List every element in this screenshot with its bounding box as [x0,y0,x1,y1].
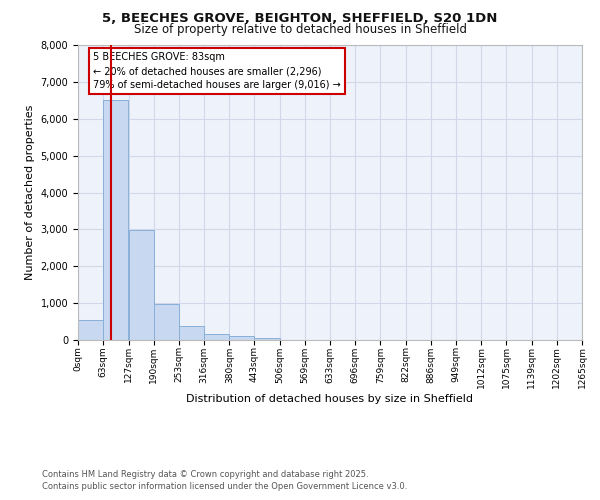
Bar [204,334,229,340]
Text: Contains HM Land Registry data © Crown copyright and database right 2025.
Contai: Contains HM Land Registry data © Crown c… [42,470,407,491]
Text: Size of property relative to detached houses in Sheffield: Size of property relative to detached ho… [133,22,467,36]
Bar [128,230,154,340]
Y-axis label: Number of detached properties: Number of detached properties [25,105,35,280]
Bar [154,304,179,340]
Text: 5 BEECHES GROVE: 83sqm
← 20% of detached houses are smaller (2,296)
79% of semi-: 5 BEECHES GROVE: 83sqm ← 20% of detached… [93,52,341,90]
X-axis label: Distribution of detached houses by size in Sheffield: Distribution of detached houses by size … [187,394,473,404]
Bar [103,100,128,340]
Bar [254,338,280,340]
Text: 5, BEECHES GROVE, BEIGHTON, SHEFFIELD, S20 1DN: 5, BEECHES GROVE, BEIGHTON, SHEFFIELD, S… [103,12,497,26]
Bar [78,320,103,340]
Bar [179,326,204,340]
Bar [229,336,254,340]
